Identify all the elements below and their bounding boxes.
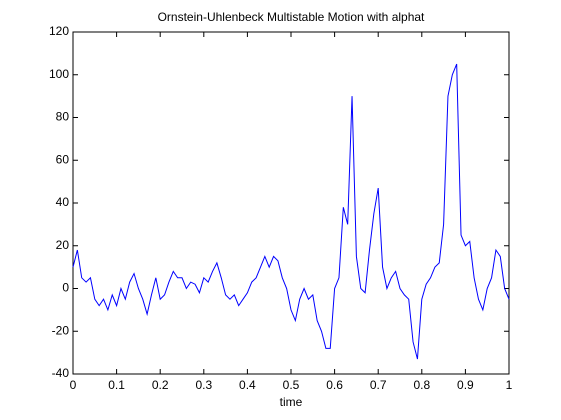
y-tick-label: -40 (52, 366, 70, 380)
y-tick-label: 0 (62, 281, 69, 295)
y-tick-label: -20 (52, 323, 70, 337)
x-tick-label: 0.5 (283, 378, 300, 392)
x-tick-label: 0 (70, 378, 77, 392)
data-line (72, 63, 510, 360)
x-tick-label: 0.6 (326, 378, 343, 392)
plot-frame (72, 31, 510, 375)
x-tick-label: 0.2 (152, 378, 169, 392)
x-tick-label: 0.9 (457, 378, 474, 392)
x-tick-label: 0.8 (413, 378, 430, 392)
y-tick-label: 120 (49, 24, 69, 38)
y-tick-label: 20 (56, 238, 70, 252)
y-tick-label: 100 (49, 67, 69, 81)
chart-title: Ornstein-Uhlenbeck Multistable Motion wi… (158, 10, 425, 24)
x-tick-label: 0.4 (239, 378, 256, 392)
x-tick-label: 0.7 (370, 378, 387, 392)
x-axis-label: time (280, 395, 303, 409)
y-tick-label: 40 (56, 195, 70, 209)
y-tick-label: 80 (56, 110, 70, 124)
x-tick-label: 0.3 (195, 378, 212, 392)
x-tick-label: 0.1 (108, 378, 125, 392)
y-tick-label: 60 (56, 152, 70, 166)
x-tick-label: 1 (506, 378, 513, 392)
